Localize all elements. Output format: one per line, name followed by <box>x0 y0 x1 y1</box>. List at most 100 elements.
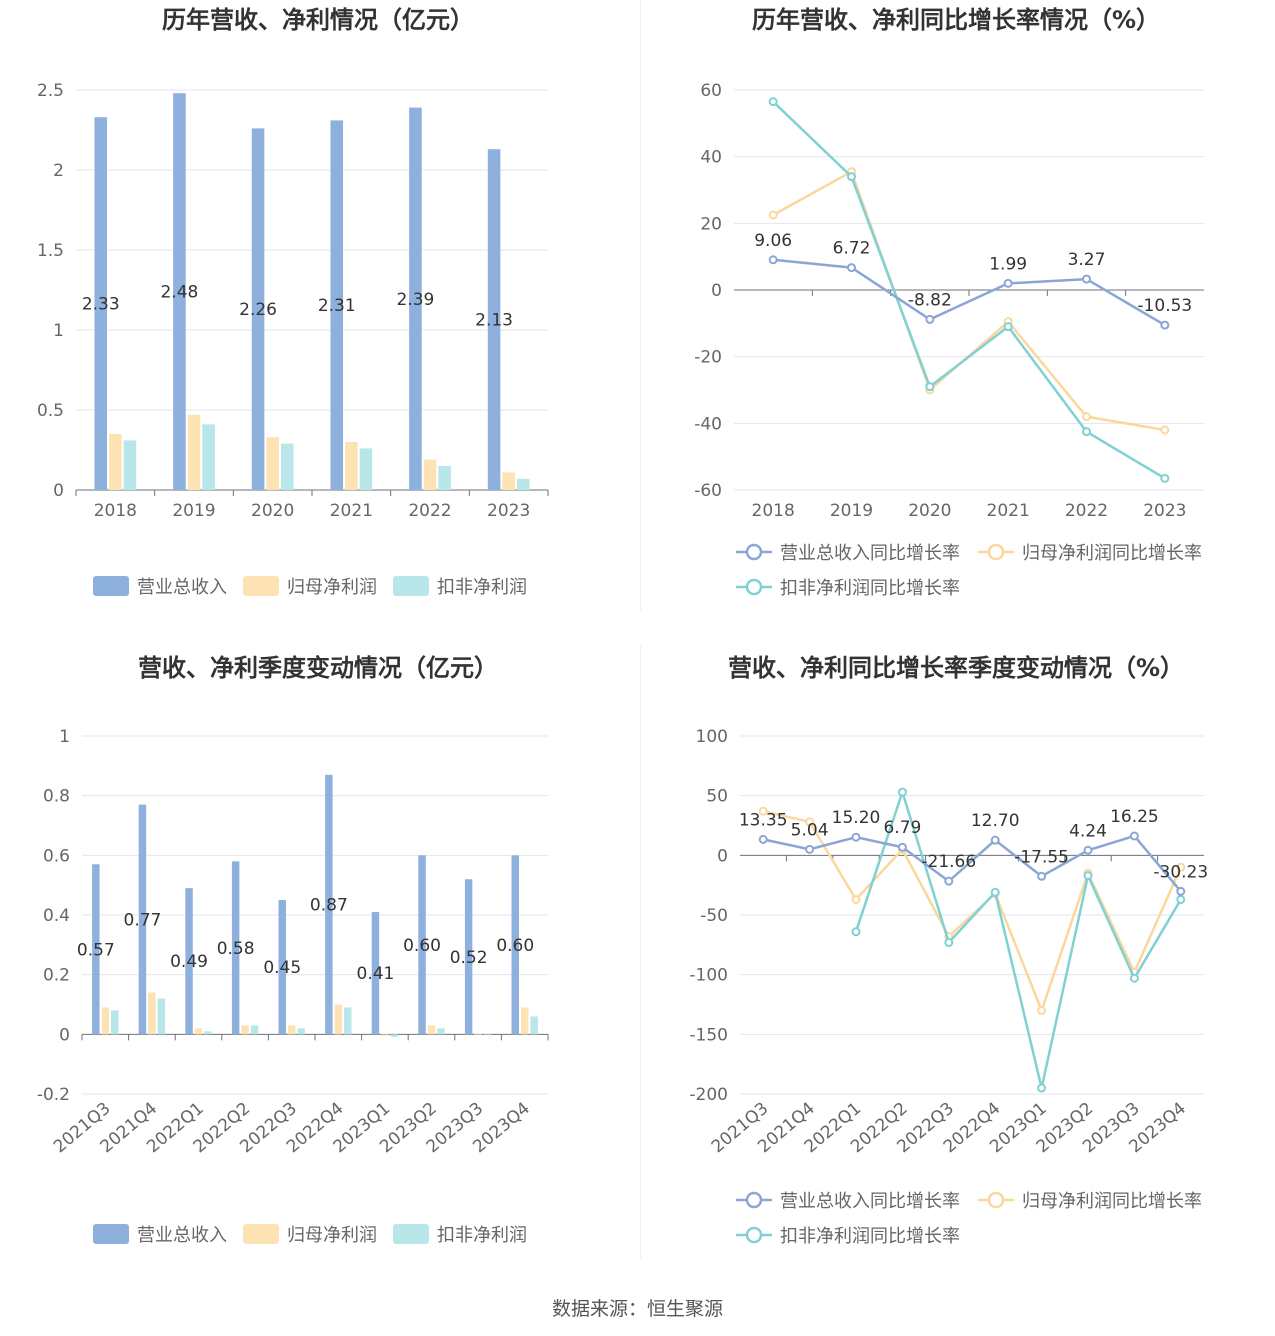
bar-deducted-profit <box>202 424 215 490</box>
line-value-label: 12.70 <box>971 811 1020 831</box>
bar-revenue <box>418 855 426 1035</box>
x-tick-label: 2022 <box>1065 501 1108 521</box>
bar-value-label: 2.39 <box>396 290 434 310</box>
bar-net-profit <box>423 459 437 490</box>
bar-revenue <box>231 861 240 1035</box>
data-source-note: 数据来源：恒生聚源 <box>551 1298 723 1320</box>
y-tick-label: 50 <box>706 787 728 807</box>
data-point <box>851 832 861 842</box>
series-line-revenue <box>762 834 1182 893</box>
bar-value-label: 0.57 <box>77 940 115 960</box>
bar-net-profit <box>287 1025 296 1035</box>
data-point <box>1160 425 1170 435</box>
quarterly-growth-panel: 营收、净利同比增长率季度变动情况（%） -200 -150 -100 -50 0 50 100… <box>638 646 1275 1286</box>
line-value-label: -30.23 <box>1153 862 1208 882</box>
legend-label: 营业总收入 <box>137 1225 227 1246</box>
bar-revenue <box>330 120 344 491</box>
bar-deducted-profit <box>250 1025 259 1035</box>
bar-value-label: 0.52 <box>450 948 488 968</box>
bar-revenue <box>138 804 147 1035</box>
legend-swatch <box>93 1224 129 1244</box>
data-point <box>1083 845 1093 855</box>
line-value-label: 13.35 <box>739 810 788 830</box>
legend-swatch <box>243 1224 279 1244</box>
data-point <box>990 835 1000 845</box>
data-point <box>897 842 907 852</box>
bar-revenue <box>185 888 193 1035</box>
bar-revenue <box>92 864 100 1035</box>
legend-label: 归母净利润 <box>287 577 377 598</box>
bar-net-profit <box>381 1034 389 1036</box>
bar-deducted-profit <box>359 448 373 490</box>
data-point <box>1003 278 1013 288</box>
legend-label: 营业总收入同比增长率 <box>780 543 960 564</box>
legend-label: 扣非净利润 <box>437 1225 527 1246</box>
bar-value-label: 0.60 <box>403 936 441 956</box>
data-point <box>1176 886 1186 896</box>
data-point <box>847 263 856 273</box>
legend-label: 营业总收入同比增长率 <box>780 1191 960 1212</box>
y-tick-label: 60 <box>700 81 722 101</box>
legend-marker <box>745 543 763 561</box>
bar-net-profit <box>109 434 122 490</box>
data-point <box>805 844 815 854</box>
y-tick-label: 20 <box>700 214 722 234</box>
bar-deducted-profit <box>516 478 530 490</box>
bar-revenue <box>173 93 186 490</box>
y-tick-label: -200 <box>689 1085 728 1105</box>
legend-label: 归母净利润同比增长率 <box>1022 1191 1202 1212</box>
series-line-deducted-profit <box>772 100 1166 480</box>
legend-marker <box>745 1191 763 1209</box>
data-point <box>1176 894 1186 904</box>
bar-net-profit <box>187 414 201 490</box>
annual-amounts-panel: 历年营收、净利情况（亿元） 0 0.5 1 1.5 2 2.5 2018 2019 2020 202… <box>0 0 637 640</box>
line-value-label: 5.04 <box>791 820 829 840</box>
bar-value-label: 2.48 <box>160 283 198 303</box>
bar-value-label: 0.45 <box>263 958 301 978</box>
quarterly-growth-chart: 营收、净利同比增长率季度变动情况（%） -200 -150 -100 -50 0 50 100… <box>689 654 1208 1247</box>
bar-value-label: 0.87 <box>310 896 348 916</box>
legend-label: 归母净利润 <box>287 1225 377 1246</box>
data-point <box>768 97 778 107</box>
quarterly-amounts-chart: 营收、净利季度变动情况（亿元）-0.200.20.40.60.812021Q32… <box>37 654 549 1246</box>
line-value-label: -8.82 <box>908 290 952 310</box>
y-tick-label: 0 <box>59 1025 70 1045</box>
legend-label: 归母净利润同比增长率 <box>1022 543 1202 564</box>
legend-marker <box>987 1191 1005 1209</box>
y-tick-label: -150 <box>689 1025 728 1045</box>
data-point <box>1160 320 1170 330</box>
bar-deducted-profit <box>123 440 137 490</box>
data-point <box>925 382 935 392</box>
y-tick-label: 1 <box>53 321 64 341</box>
data-point <box>1176 862 1186 872</box>
data-point <box>897 787 907 797</box>
y-tick-label: -100 <box>689 966 728 986</box>
x-tick-label: 2021 <box>987 501 1030 521</box>
y-tick-label: -50 <box>700 906 728 926</box>
bar-deducted-profit <box>530 1016 538 1035</box>
legend: 营业总收入 归母净利润 扣非净利润 <box>93 1224 527 1246</box>
x-tick-label: 2023 <box>487 501 530 521</box>
bar-deducted-profit <box>204 1031 212 1035</box>
bar-deducted-profit <box>111 1010 119 1035</box>
bar-deducted-profit <box>437 1028 445 1035</box>
data-point <box>944 876 954 886</box>
x-tick-label: 2023 <box>1143 501 1186 521</box>
annual-growth-panel: 历年营收、净利同比增长率情况（%） -60 -40 -20 0 20 40 60 2018 201… <box>638 0 1275 640</box>
x-tick-label: 2021 <box>330 501 373 521</box>
y-tick-label: 1.5 <box>37 241 64 261</box>
data-point <box>1083 871 1093 881</box>
bar-value-label: 2.13 <box>475 311 513 331</box>
bar-value-label: 2.33 <box>82 295 120 315</box>
bar-revenue <box>278 900 286 1035</box>
data-point <box>768 210 778 220</box>
data-point <box>1037 871 1047 881</box>
y-tick-label: 1 <box>59 727 70 747</box>
y-tick-label: 0.6 <box>43 846 70 866</box>
x-tick-label: 2018 <box>752 501 795 521</box>
bar-net-profit <box>148 992 156 1035</box>
data-point <box>847 172 856 182</box>
data-point <box>990 887 1000 897</box>
